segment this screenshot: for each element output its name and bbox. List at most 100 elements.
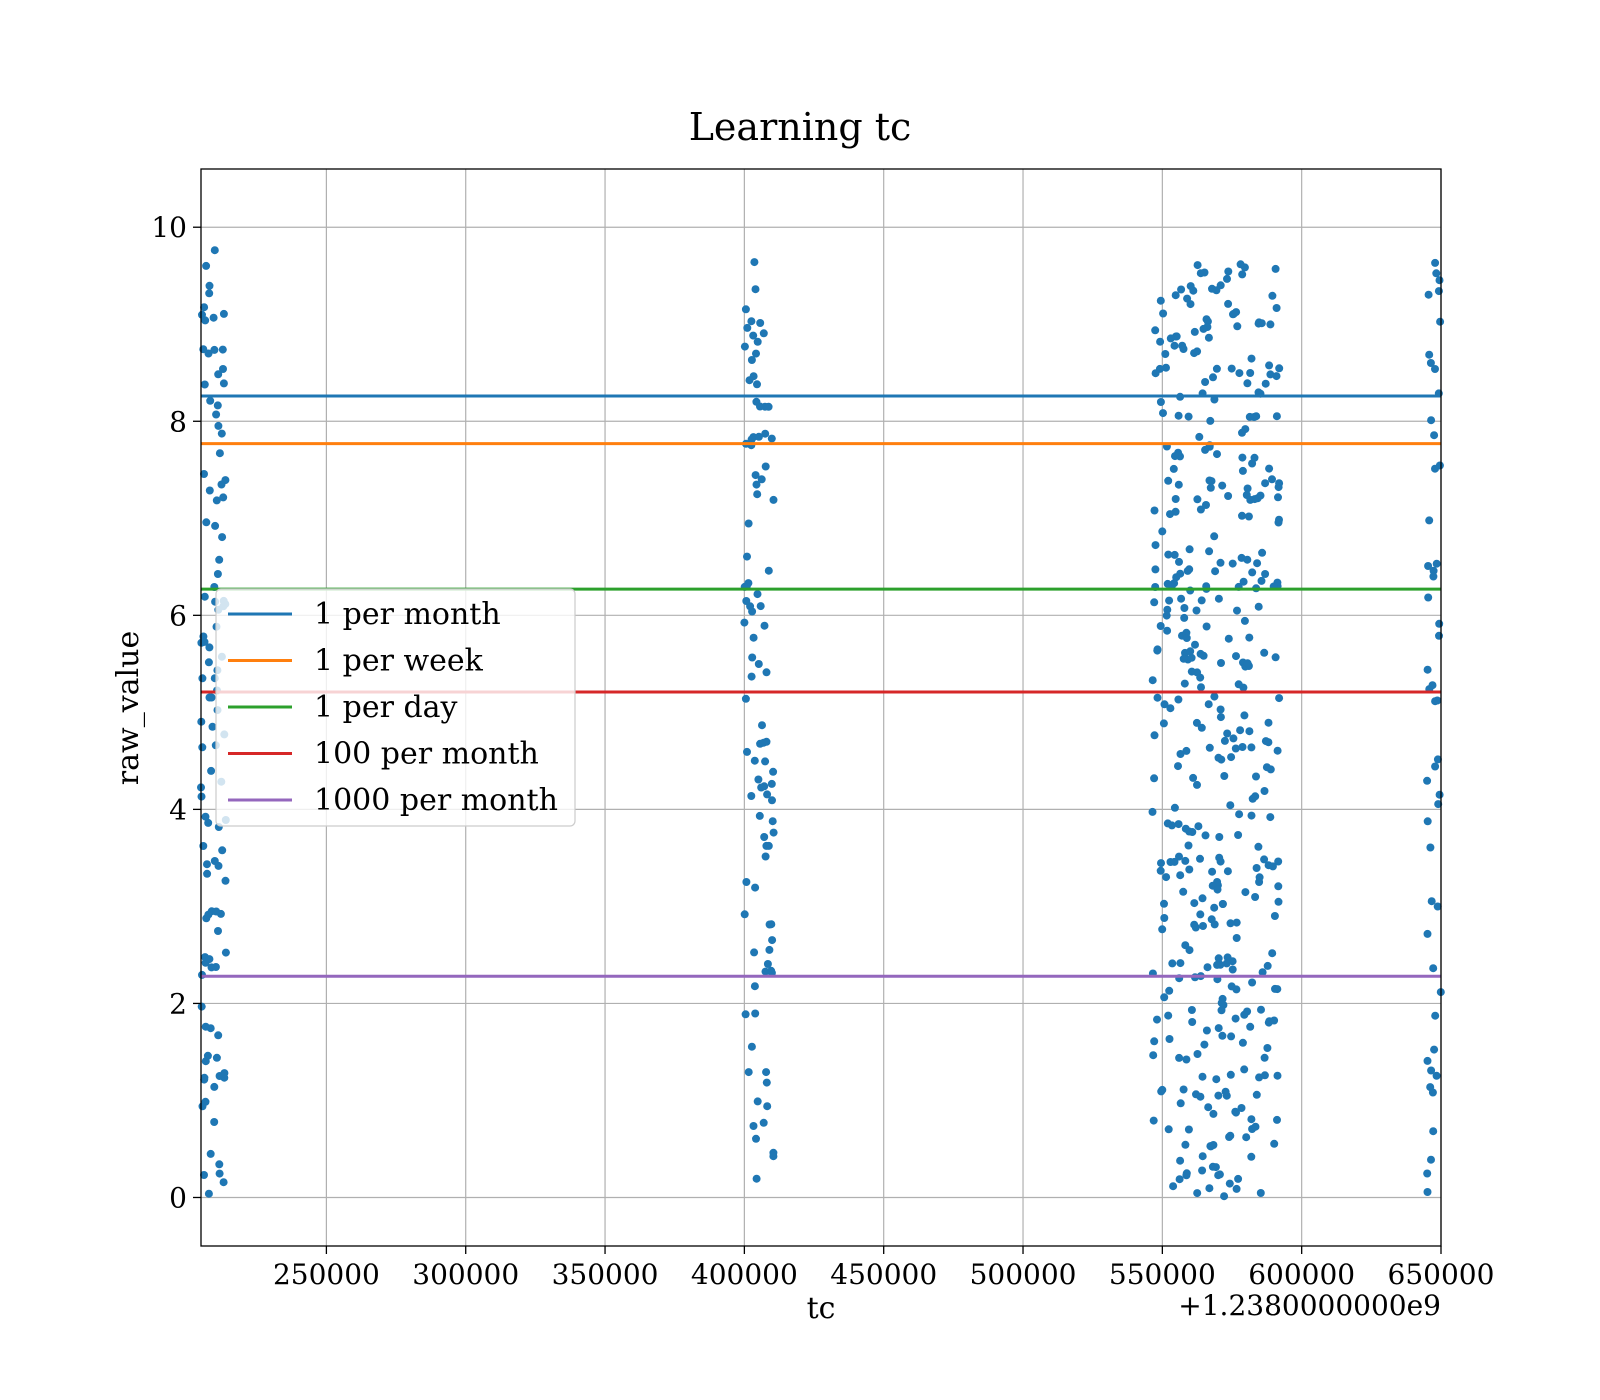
- scatter-point: [741, 1010, 750, 1019]
- scatter-point: [1434, 287, 1443, 296]
- scatter-point: [1268, 949, 1277, 958]
- scatter-point: [1174, 695, 1183, 704]
- scatter-point: [1237, 1104, 1246, 1112]
- scatter-point: [1174, 762, 1182, 771]
- scatter-point: [743, 323, 752, 332]
- scatter-point: [1177, 594, 1186, 603]
- scatter-point: [210, 1082, 219, 1091]
- scatter-point: [1158, 1085, 1167, 1094]
- scatter-point: [215, 1160, 224, 1169]
- scatter-point: [769, 1152, 778, 1161]
- scatter-point: [1221, 1087, 1230, 1096]
- scatter-point: [1193, 261, 1202, 270]
- scatter-point: [769, 828, 778, 837]
- scatter-point: [1175, 1053, 1184, 1062]
- scatter-point: [754, 432, 763, 441]
- scatter-point: [1160, 993, 1169, 1002]
- scatter-point: [753, 1097, 762, 1106]
- scatter-point: [740, 342, 749, 351]
- scatter-point: [1214, 1024, 1223, 1033]
- scatter-point: [1429, 566, 1438, 575]
- scatter-point: [214, 861, 223, 870]
- scatter-point: [1226, 919, 1235, 928]
- scatter-point: [1208, 867, 1217, 876]
- scatter-point: [218, 846, 227, 855]
- scatter-point: [1231, 744, 1240, 753]
- scatter-point: [1229, 734, 1238, 743]
- scatter-point: [758, 721, 766, 730]
- scatter-point: [747, 1042, 756, 1051]
- scatter-point: [1268, 291, 1277, 300]
- scatter-point: [1258, 548, 1267, 557]
- scatter-point: [1432, 559, 1441, 568]
- scatter-point: [1149, 1051, 1158, 1060]
- scatter-point: [202, 518, 211, 527]
- scatter-point: [200, 470, 208, 478]
- scatter-point: [1262, 763, 1271, 772]
- scatter-point: [1431, 762, 1440, 771]
- scatter-point: [1241, 888, 1250, 897]
- scatter-point: [1213, 450, 1221, 459]
- scatter-point: [1170, 550, 1179, 559]
- scatter-point: [742, 597, 751, 605]
- scatter-point: [205, 281, 214, 290]
- scatter-point: [1150, 774, 1159, 783]
- scatter-point: [1214, 954, 1223, 963]
- x-tick-label: 250000: [273, 1258, 380, 1291]
- scatter-point: [1169, 1182, 1178, 1191]
- scatter-point: [762, 1068, 771, 1077]
- scatter-point: [1189, 773, 1198, 782]
- scatter-point: [1169, 464, 1178, 473]
- scatter-point: [1150, 598, 1159, 607]
- scatter-point: [1218, 481, 1227, 490]
- scatter-point: [1248, 568, 1257, 577]
- scatter-point: [1274, 882, 1283, 891]
- scatter-point: [206, 396, 215, 405]
- scatter-point: [1216, 705, 1225, 714]
- scatter-point: [1193, 1050, 1202, 1058]
- scatter-point: [1246, 369, 1255, 377]
- x-tick-label: 400000: [691, 1258, 798, 1291]
- scatter-point: [1218, 1031, 1227, 1040]
- scatter-point: [760, 621, 769, 630]
- scatter-point: [767, 779, 776, 788]
- scatter-point: [761, 462, 770, 471]
- scatter-point: [212, 907, 221, 916]
- scatter-point: [1257, 319, 1266, 328]
- scatter-point: [1232, 308, 1241, 317]
- scatter-point: [749, 1122, 758, 1130]
- scatter-point: [1193, 780, 1201, 789]
- scatter-point: [1149, 1116, 1158, 1125]
- scatter-point: [1217, 755, 1226, 764]
- scatter-point: [750, 948, 759, 957]
- scatter-point: [754, 775, 763, 784]
- scatter-point: [1274, 493, 1282, 502]
- scatter-point: [741, 694, 750, 703]
- scatter-point: [1251, 893, 1260, 901]
- scatter-point: [1435, 790, 1444, 799]
- scatter-point: [1182, 1169, 1191, 1178]
- scatter-point: [1243, 484, 1252, 493]
- scatter-point: [1210, 920, 1219, 929]
- scatter-point: [1232, 985, 1241, 994]
- scatter-point: [751, 883, 760, 892]
- scatter-point: [219, 493, 228, 502]
- scatter-point: [753, 337, 762, 346]
- scatter-point: [200, 592, 209, 601]
- scatter-point: [1273, 746, 1282, 755]
- scatter-point: [1238, 1038, 1247, 1047]
- scatter-point: [1424, 562, 1433, 570]
- scatter-point: [759, 738, 768, 747]
- scatter-point: [1175, 557, 1183, 566]
- scatter-point: [1188, 1018, 1197, 1026]
- scatter-point: [1195, 432, 1204, 441]
- scatter-point: [1238, 466, 1247, 475]
- scatter-point: [1234, 1174, 1243, 1183]
- scatter-point: [752, 1174, 761, 1183]
- scatter-point: [212, 496, 221, 505]
- scatter-point: [215, 555, 224, 564]
- scatter-point: [1261, 479, 1270, 488]
- scatter-point: [1240, 711, 1249, 720]
- scatter-point: [1240, 1065, 1249, 1074]
- scatter-point: [1215, 833, 1224, 841]
